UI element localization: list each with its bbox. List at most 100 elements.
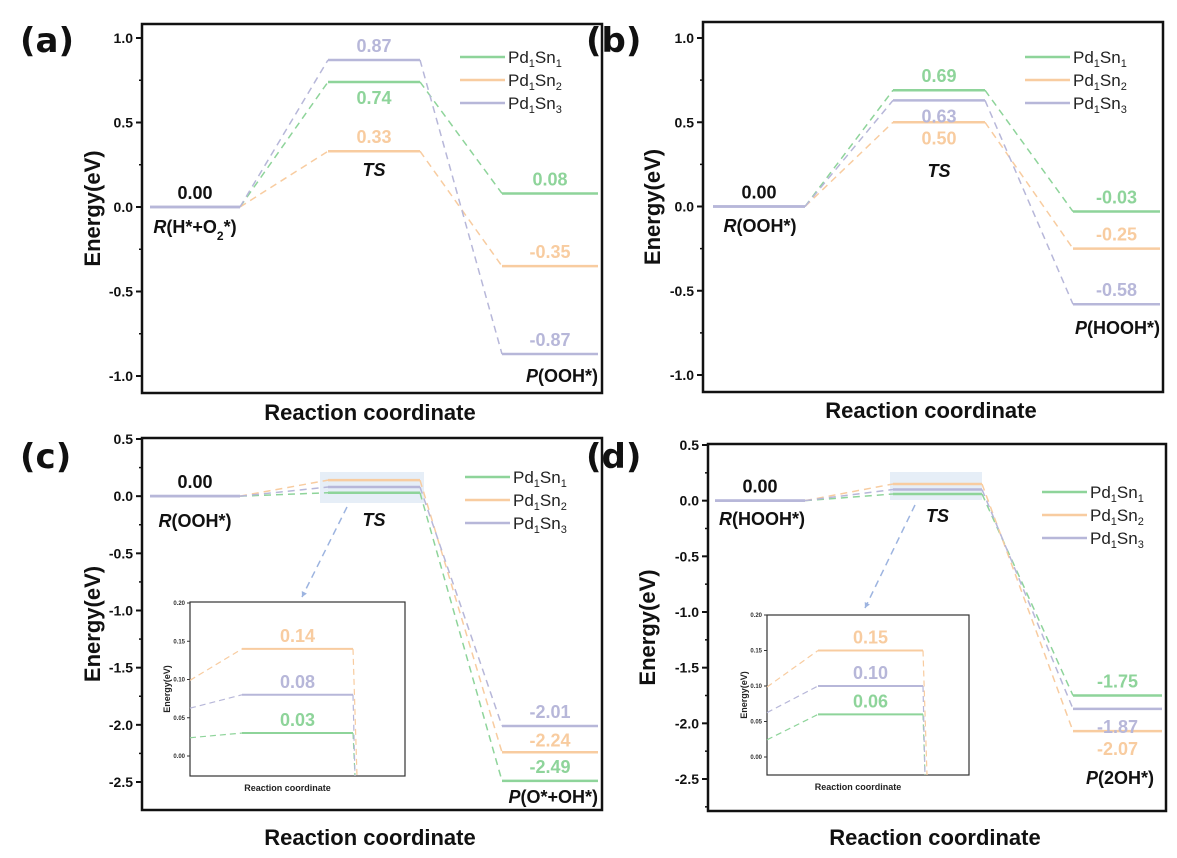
x-axis-title: Reaction coordinate — [825, 398, 1036, 423]
connector-Pd1Sn1 — [419, 492, 503, 782]
connector-Pd1Sn3 — [984, 100, 1074, 305]
panel-c: 0.5 0.0 -0.5 -1.0 -1.5 -2.0 -2.5 (c) Reaction co… — [20, 431, 604, 850]
y-tick-label: 0.0 — [114, 488, 134, 504]
connector-Pd1Sn3 — [239, 59, 329, 208]
value-label-reactant: 0.00 — [741, 183, 776, 203]
value-label-product: 0.08 — [532, 169, 567, 189]
y-tick-label: 1.0 — [675, 30, 695, 46]
connector-Pd1Sn2 — [981, 483, 1074, 732]
inset-y-tick-label: 0.10 — [173, 678, 185, 684]
y-tick-label: -1.0 — [109, 368, 133, 384]
connector-Pd1Sn3 — [981, 489, 1074, 710]
value-label-reactant: 0.00 — [177, 183, 212, 203]
y-tick-label: 0.0 — [680, 493, 700, 509]
connector-Pd1Sn3 — [419, 486, 503, 727]
y-tick-label: 0.5 — [114, 115, 134, 131]
value-label-ts: 0.74 — [356, 88, 391, 108]
legend-label: Pd1Sn1 — [1073, 48, 1127, 70]
inset-drop — [922, 685, 926, 776]
zoom-arrow-head — [301, 591, 307, 597]
value-label-product: -0.03 — [1096, 188, 1137, 208]
value-label-product: -2.07 — [1097, 739, 1138, 759]
inset-y-tick-label: 0.20 — [173, 601, 185, 607]
state-label-reactant: R(OOH*) — [159, 511, 232, 531]
legend-label: Pd1Sn2 — [513, 491, 567, 513]
connector-Pd1Sn1 — [804, 89, 894, 207]
y-axis-title: Energy(eV) — [80, 566, 105, 682]
y-tick-label: -1.5 — [675, 660, 699, 676]
value-label-ts: 0.33 — [356, 127, 391, 147]
inset-frame — [766, 614, 970, 776]
inset-connector — [766, 650, 819, 688]
y-axis-title: Energy(eV) — [640, 149, 665, 265]
inset-value-label: 0.06 — [853, 691, 888, 711]
legend-label: Pd1Sn3 — [1073, 94, 1127, 116]
value-label-product: -2.01 — [529, 702, 570, 722]
value-label-ts: 0.69 — [921, 66, 956, 86]
value-label-product: -2.24 — [529, 730, 570, 750]
value-label-product: -0.25 — [1096, 225, 1137, 245]
panel-d: 0.5 0.0 -0.5 -1.0 -1.5 -2.0 -2.5 (d) Reaction co… — [586, 437, 1168, 850]
inset-value-label: 0.10 — [853, 663, 888, 683]
y-tick-label: -1.0 — [109, 603, 133, 619]
y-tick-label: -0.5 — [670, 283, 694, 299]
inset-y-tick-label: 0.20 — [750, 613, 762, 619]
plot-frame — [140, 22, 604, 395]
legend-label: Pd1Sn3 — [508, 94, 562, 116]
y-tick-label: -2.5 — [109, 774, 133, 790]
connector-Pd1Sn2 — [239, 479, 329, 497]
zoom-arrow — [864, 504, 916, 609]
inset-y-tick-label: 0.10 — [750, 684, 762, 690]
connector-Pd1Sn2 — [419, 150, 503, 267]
connector-Pd1Sn2 — [804, 121, 894, 208]
legend-label: Pd1Sn2 — [508, 71, 562, 93]
state-label-product: P(OOH*) — [526, 366, 598, 386]
plot-frame — [140, 436, 604, 812]
x-axis-title: Reaction coordinate — [264, 400, 475, 425]
connector-Pd1Sn3 — [239, 486, 329, 497]
value-label-product: -0.58 — [1096, 280, 1137, 300]
y-tick-label: -1.0 — [675, 604, 699, 620]
state-label-product: P(HOOH*) — [1075, 318, 1160, 338]
inset-value-label: 0.14 — [280, 626, 315, 646]
inset-connector — [189, 694, 243, 709]
panel-label: (c) — [20, 437, 71, 477]
panel-b: 1.0 0.5 0.0 -0.5 -1.0 (b) Reaction coordinate E… — [586, 20, 1165, 423]
state-label-reactant: R(H*+O2*) — [153, 217, 236, 243]
connector-Pd1Sn1 — [239, 491, 329, 497]
legend-label: Pd1Sn1 — [513, 468, 567, 490]
panel-label: (a) — [20, 21, 74, 61]
y-tick-label: -1.0 — [670, 367, 694, 383]
y-tick-label: 0.5 — [680, 437, 700, 453]
value-label-product: -0.35 — [529, 242, 570, 262]
connector-Pd1Sn3 — [804, 99, 894, 207]
legend-label: Pd1Sn1 — [1090, 483, 1144, 505]
inset-drop — [352, 694, 356, 777]
y-tick-label: -1.5 — [109, 660, 133, 676]
y-tick-label: -0.5 — [109, 284, 133, 300]
inset-x-axis-title: Reaction coordinate — [244, 783, 331, 793]
legend-label: Pd1Sn3 — [1090, 529, 1144, 551]
inset-x-axis-title: Reaction coordinate — [815, 782, 902, 792]
connector-Pd1Sn2 — [804, 483, 894, 502]
connector-Pd1Sn1 — [984, 89, 1074, 212]
connector-Pd1Sn2 — [239, 150, 329, 208]
panel-a: 1.0 0.5 0.0 -0.5 -1.0 (a) Reaction coordinate E… — [20, 21, 604, 425]
value-label-reactant: 0.00 — [742, 477, 777, 497]
state-label-ts: TS — [927, 161, 950, 181]
inset-connector — [189, 648, 243, 681]
plot-frame — [706, 442, 1168, 813]
inset-connector — [189, 732, 243, 739]
value-label-product: -2.49 — [529, 757, 570, 777]
value-label-product: -1.75 — [1097, 672, 1138, 692]
y-tick-label: 0.0 — [675, 199, 695, 215]
connector-Pd1Sn1 — [239, 81, 329, 208]
connector-Pd1Sn3 — [419, 59, 503, 355]
inset-y-axis-title: Energy(eV) — [162, 665, 172, 713]
y-tick-label: 0.0 — [114, 199, 134, 215]
